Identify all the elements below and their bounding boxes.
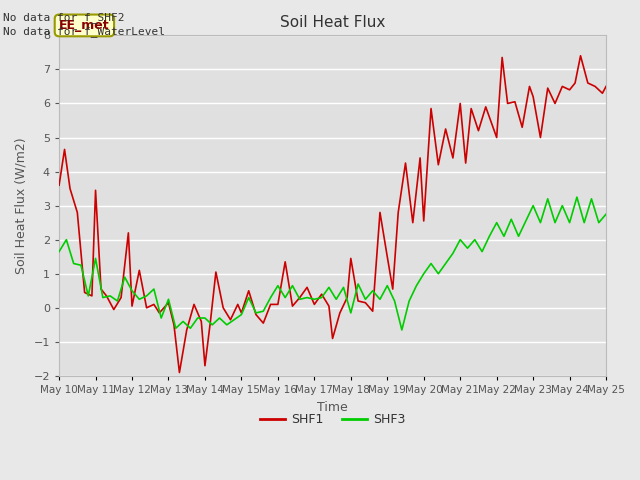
SHF3 bbox=[573, 194, 580, 200]
SHF1 bbox=[504, 101, 511, 107]
SHF3 bbox=[340, 285, 348, 290]
Text: No data for f_SHF2: No data for f_SHF2 bbox=[3, 12, 125, 23]
SHF1 bbox=[61, 146, 68, 152]
Legend: SHF1, SHF3: SHF1, SHF3 bbox=[255, 408, 411, 431]
SHF3 bbox=[427, 261, 435, 266]
SHF3 bbox=[398, 327, 406, 333]
SHF1 bbox=[175, 370, 183, 375]
SHF1 bbox=[329, 336, 337, 341]
Line: SHF3: SHF3 bbox=[59, 197, 606, 330]
SHF1 bbox=[475, 128, 483, 133]
SHF3 bbox=[500, 233, 508, 239]
SHF3 bbox=[413, 283, 420, 288]
SHF3 bbox=[602, 211, 610, 217]
SHF3 bbox=[106, 293, 114, 299]
SHF1 bbox=[577, 53, 584, 59]
SHF3 bbox=[245, 295, 253, 300]
SHF1 bbox=[55, 182, 63, 188]
Title: Soil Heat Flux: Soil Heat Flux bbox=[280, 15, 385, 30]
Y-axis label: Soil Heat Flux (W/m2): Soil Heat Flux (W/m2) bbox=[15, 137, 28, 274]
SHF1 bbox=[88, 293, 96, 299]
Line: SHF1: SHF1 bbox=[59, 56, 606, 372]
Text: EE_met: EE_met bbox=[59, 19, 109, 32]
SHF1 bbox=[303, 285, 311, 290]
SHF3 bbox=[55, 249, 63, 254]
SHF1 bbox=[602, 84, 610, 89]
X-axis label: Time: Time bbox=[317, 400, 348, 413]
Text: No data for f_WaterLevel: No data for f_WaterLevel bbox=[3, 26, 165, 37]
